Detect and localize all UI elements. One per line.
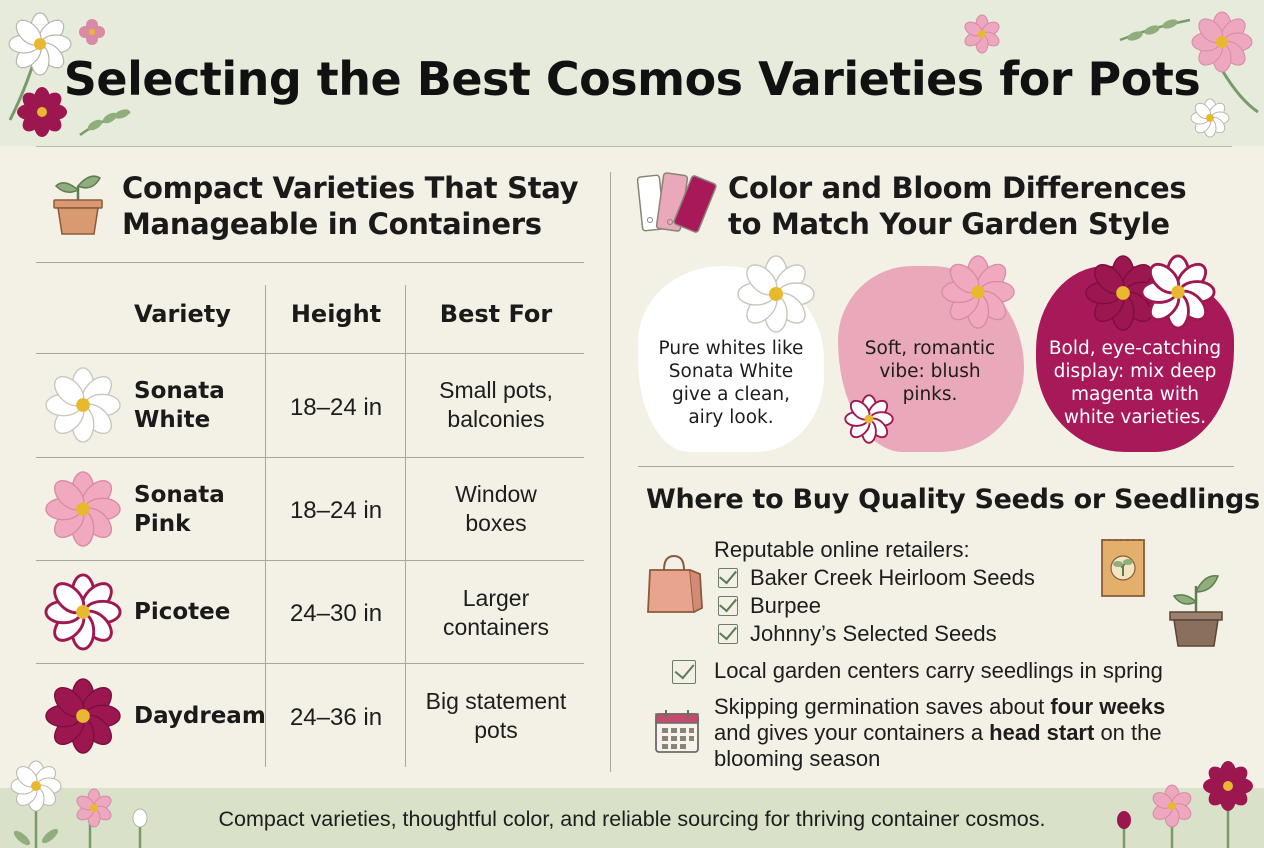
card-line: pinks. <box>902 384 958 405</box>
table-top-border <box>36 262 584 263</box>
table-col-divider <box>265 285 266 767</box>
card-line: magenta with <box>1071 384 1199 405</box>
color-card-text: Bold, eye-catching display: mix deep mag… <box>1038 337 1232 429</box>
card-line: Soft, romantic <box>864 338 996 359</box>
retailer-item: Baker Creek Heirloom Seeds <box>750 565 1035 590</box>
variety-name: Picotee <box>134 598 230 627</box>
color-section-title: Color and Bloom Differences to Match You… <box>728 170 1187 242</box>
magenta-cosmos-icon <box>45 678 121 754</box>
table-row-divider <box>36 457 584 458</box>
column-header-height: Height <box>290 300 382 328</box>
best-for-line: balconies <box>447 406 545 432</box>
buy-section-title: Where to Buy Quality Seeds or Seedlings <box>646 484 1260 515</box>
card-line: airy look. <box>688 407 774 428</box>
tip-highlight: head start <box>989 720 1095 745</box>
pink-cosmos-icon <box>941 255 1015 329</box>
variety-name-line: Picotee <box>134 599 231 625</box>
picotee-cosmos-icon <box>844 394 894 444</box>
variety-name: Sonata Pink <box>134 481 225 539</box>
color-title-line2: to Match Your Garden Style <box>728 207 1170 241</box>
card-line: display: mix deep <box>1053 361 1217 382</box>
local-garden-centers: Local garden centers carry seedlings in … <box>714 658 1163 683</box>
card-line: vibe: blush <box>879 361 981 382</box>
variety-height: 24–36 in <box>289 704 383 731</box>
section-divider <box>638 466 1234 467</box>
variety-best-for: Window boxes <box>408 480 584 538</box>
variety-height: 24–30 in <box>289 600 383 627</box>
table-row-divider <box>36 353 584 354</box>
table-row-divider <box>36 663 584 664</box>
column-header-variety: Variety <box>134 300 231 328</box>
seedling-pot-icon <box>1169 575 1223 647</box>
tip-text: on the <box>1094 720 1162 745</box>
white-cosmos-icon <box>45 367 121 443</box>
card-line: Bold, eye-catching <box>1048 338 1222 359</box>
footer-tagline: Compact varieties, thoughtful color, and… <box>218 807 1046 831</box>
variety-name-line: Daydream <box>134 703 266 729</box>
variety-best-for: Small pots, balconies <box>408 376 584 434</box>
best-for-line: Larger <box>462 585 530 611</box>
color-swatch-icon <box>636 172 717 233</box>
color-title-line1: Color and Bloom Differences <box>728 171 1187 205</box>
best-for-line: Window <box>455 481 537 507</box>
footer-banner <box>0 788 1264 848</box>
checkbox-icon <box>718 568 738 588</box>
variety-name-line: Sonata <box>134 378 225 404</box>
variety-best-for: Larger containers <box>408 584 584 642</box>
variety-name: Daydream <box>134 702 266 731</box>
picotee-cosmos-icon <box>1140 254 1216 330</box>
variety-name: Sonata White <box>134 377 225 435</box>
color-card-text: Pure whites like Sonata White give a cle… <box>642 337 820 429</box>
compact-title-line2: Manageable in Containers <box>122 207 542 241</box>
header-banner <box>0 0 1264 146</box>
shopping-bag-icon <box>647 554 703 613</box>
header-divider <box>36 146 1232 147</box>
variety-best-for: Big statement pots <box>408 687 584 745</box>
best-for-line: containers <box>442 614 550 640</box>
variety-height: 18–24 in <box>289 394 383 421</box>
variety-height: 18–24 in <box>289 497 383 524</box>
best-for-line: Small pots, <box>439 377 553 403</box>
variety-name-line: White <box>134 407 211 433</box>
calendar-icon <box>655 710 699 753</box>
variety-name-line: Pink <box>134 511 191 537</box>
seed-packet-icon <box>1101 539 1145 597</box>
checkbox-icon <box>672 660 696 684</box>
retailer-item: Burpee <box>750 593 821 618</box>
retailers-label: Reputable online retailers: <box>714 537 970 562</box>
card-line: give a clean, <box>672 384 790 405</box>
best-for-line: pots <box>474 717 518 743</box>
best-for-line: Big statement <box>425 688 567 714</box>
footer-flowers-right-icon <box>1117 761 1253 848</box>
column-divider <box>610 172 611 772</box>
pink-cosmos-icon <box>45 471 121 547</box>
best-for-line: boxes <box>465 510 527 536</box>
tip-highlight: four weeks <box>1050 694 1166 719</box>
potted-plant-icon <box>53 175 103 235</box>
page-title: Selecting the Best Cosmos Varieties for … <box>63 52 1201 106</box>
variety-name-line: Sonata <box>134 482 225 508</box>
germination-tip: Skipping germination saves about four we… <box>714 694 1165 772</box>
footer-flowers-left-icon <box>10 760 148 848</box>
column-header-best-for: Best For <box>439 300 553 328</box>
compact-section-title: Compact Varieties That Stay Manageable i… <box>122 170 579 242</box>
table-col-divider <box>405 285 406 767</box>
white-cosmos-icon <box>737 255 815 333</box>
card-line: white varieties. <box>1063 407 1207 428</box>
compact-title-line1: Compact Varieties That Stay <box>122 171 579 205</box>
picotee-cosmos-icon <box>44 573 122 651</box>
tip-text: blooming season <box>714 746 881 771</box>
color-card-text: Soft, romantic vibe: blush pinks. <box>842 337 1018 406</box>
table-row-divider <box>36 560 584 561</box>
card-line: Sonata White <box>668 361 794 382</box>
tip-text: and gives your containers a <box>714 720 990 745</box>
tip-text: Skipping germination saves about <box>714 694 1051 719</box>
card-line: Pure whites like <box>658 338 804 359</box>
retailer-item: Johnny’s Selected Seeds <box>750 621 997 646</box>
checkbox-icon <box>718 596 738 616</box>
checkbox-icon <box>718 624 738 644</box>
